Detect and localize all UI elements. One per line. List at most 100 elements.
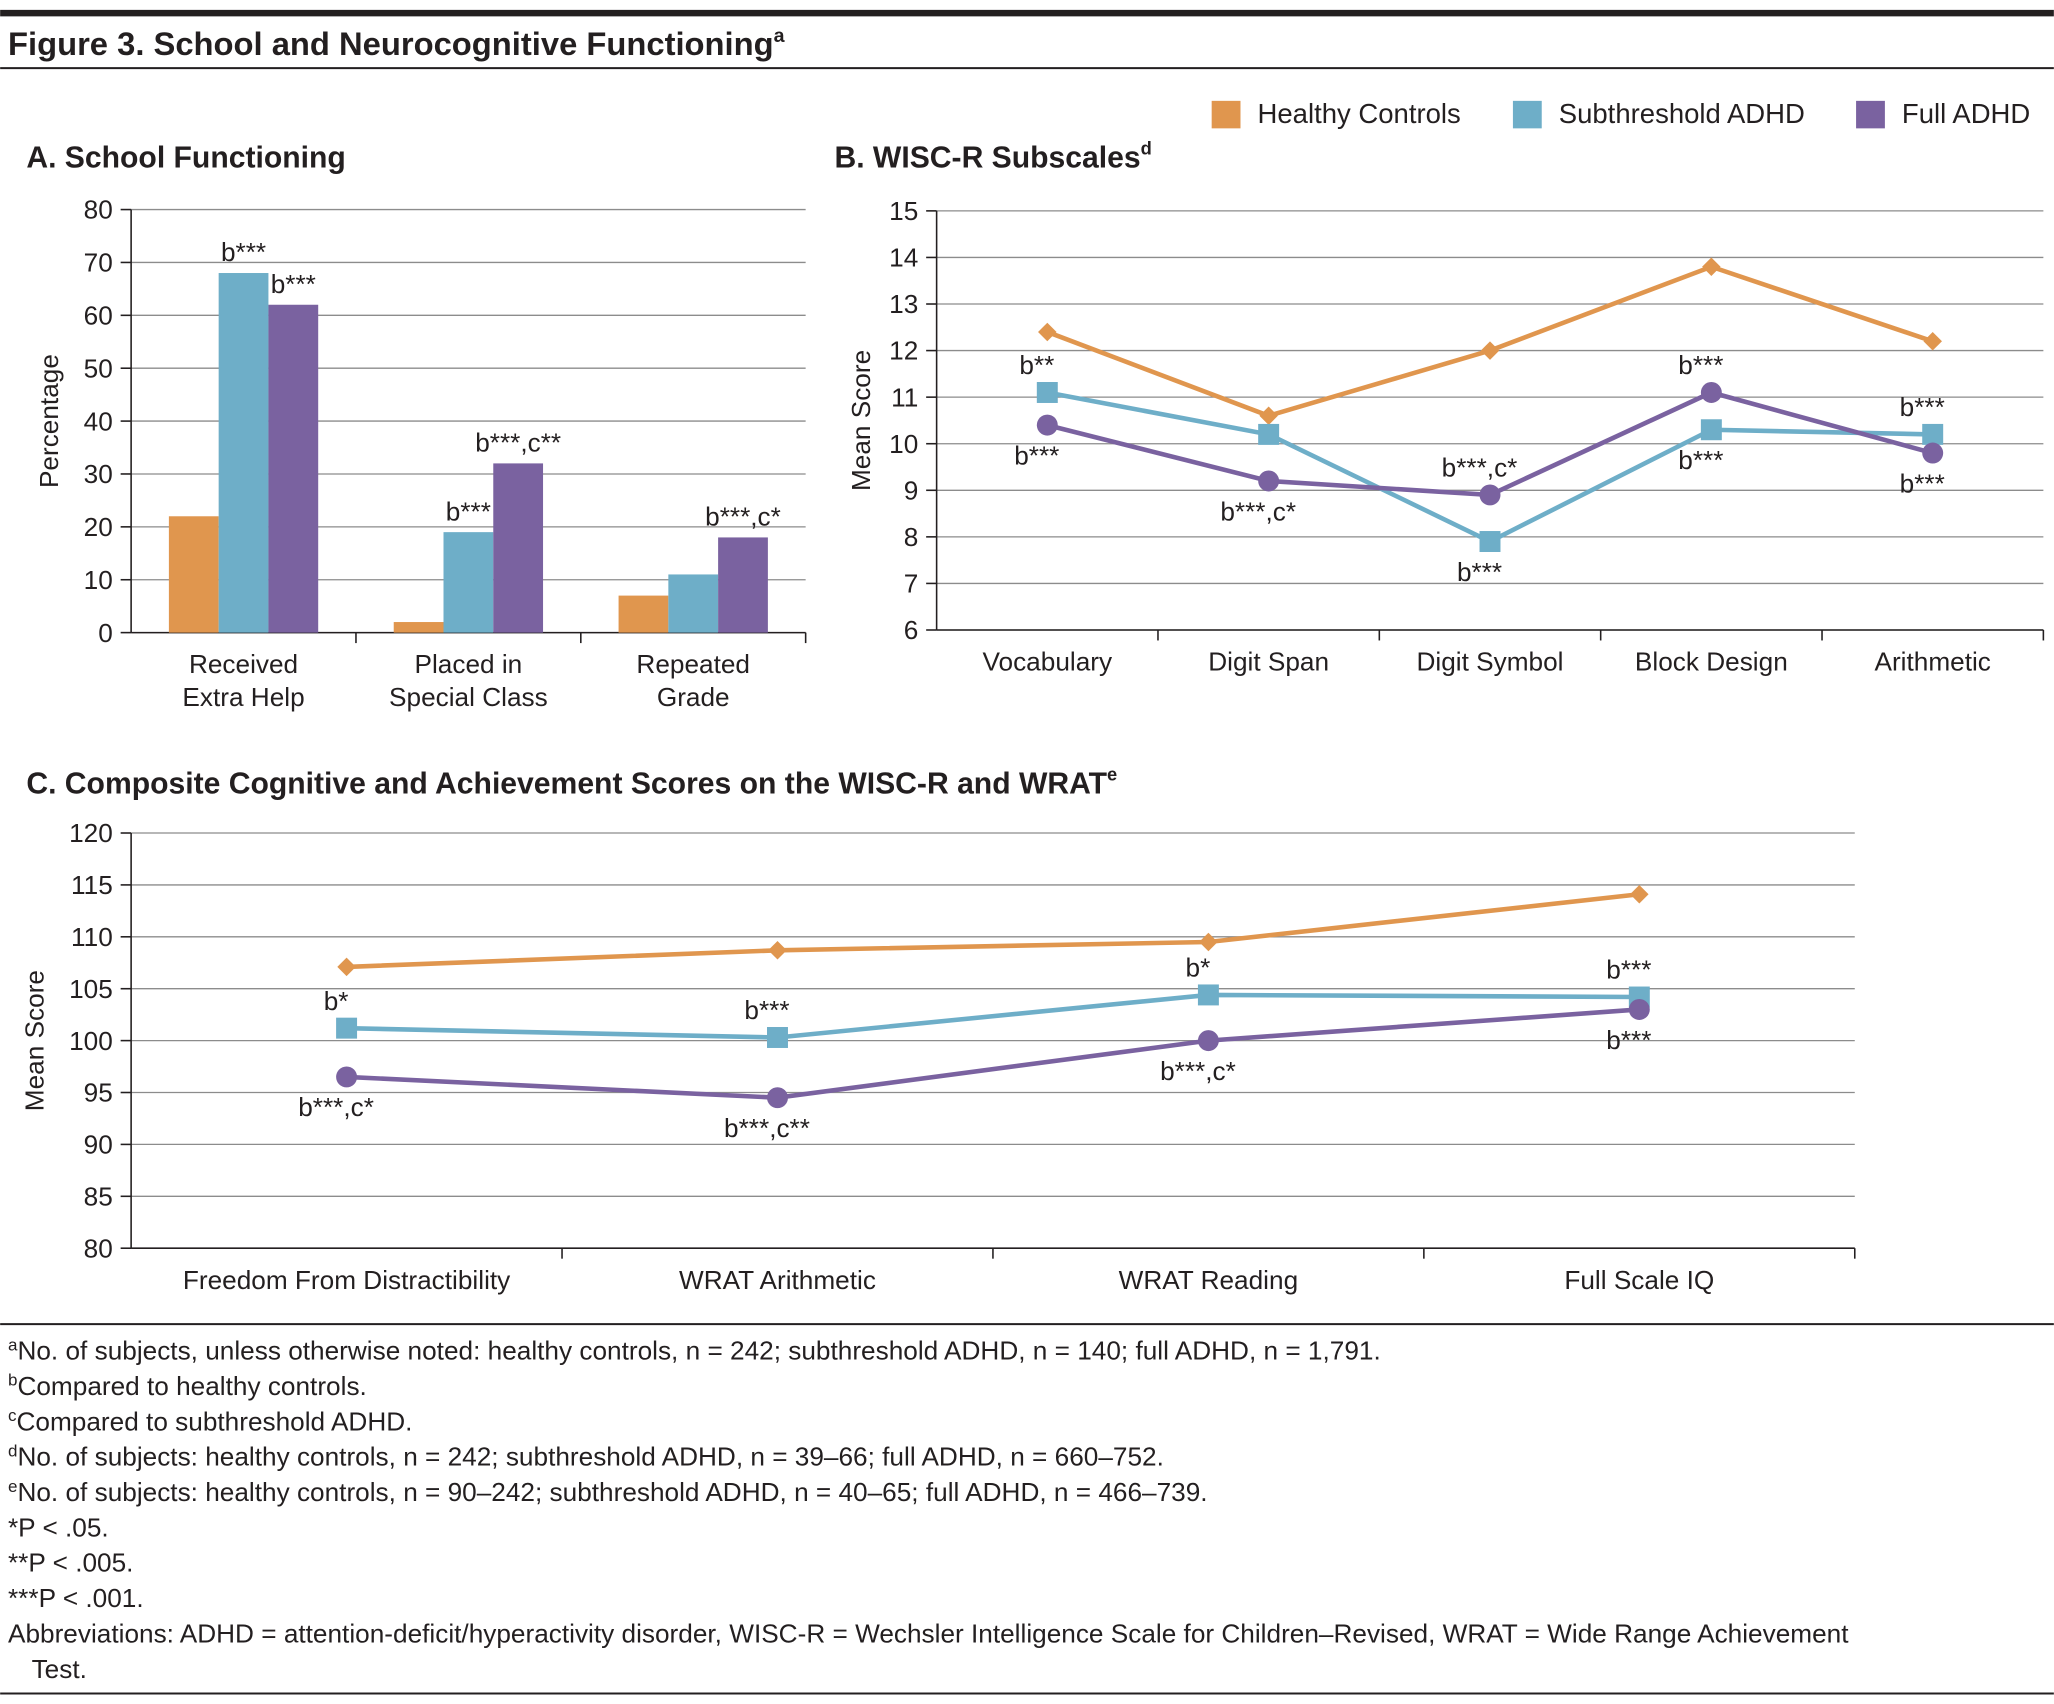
x-tick-label: Placed in xyxy=(415,649,523,679)
x-tick-label: Digit Symbol xyxy=(1417,647,1564,677)
value-label: b* xyxy=(1186,953,1211,983)
footnote-text: ***P < .001. xyxy=(8,1583,144,1613)
marker-square xyxy=(1258,423,1280,445)
y-tick-label: 30 xyxy=(84,459,113,489)
marker-diamond xyxy=(768,941,787,960)
y-tick-label: 40 xyxy=(84,406,113,436)
value-label: b*** xyxy=(744,995,789,1025)
footnote-text: Abbreviations: ADHD = attention-deficit/… xyxy=(8,1618,1849,1648)
value-label: b*** xyxy=(446,496,491,526)
series-line xyxy=(346,1007,1640,1100)
value-label: b* xyxy=(324,986,349,1016)
y-tick-label: 100 xyxy=(69,1026,113,1056)
x-tick-label: Freedom From Distractibility xyxy=(183,1265,511,1295)
y-axis-title: Mean Score xyxy=(846,350,876,491)
marker-circle xyxy=(1922,442,1944,464)
y-tick-label: 85 xyxy=(84,1181,113,1211)
panel-title: B. WISC-R Subscalesd xyxy=(834,138,1151,175)
value-label: b*** xyxy=(271,269,316,299)
x-tick-label: Grade xyxy=(657,682,730,712)
footnote-text: **P < .005. xyxy=(8,1548,133,1578)
bar xyxy=(718,537,768,633)
marker-square xyxy=(1197,984,1219,1006)
y-tick-label: 80 xyxy=(84,195,113,225)
footnote: bCompared to healthy controls. xyxy=(8,1371,367,1401)
series-line xyxy=(1046,264,1934,419)
legend-swatch xyxy=(1211,100,1241,129)
bar xyxy=(168,516,219,633)
marker-diamond xyxy=(1480,341,1500,360)
title-text: Figure 3. School and Neurocognitive Func… xyxy=(8,25,774,62)
series-line xyxy=(346,891,1640,970)
value-label: b*** xyxy=(1900,468,1945,498)
y-tick-label: 115 xyxy=(71,870,113,900)
footnote-mark: e xyxy=(8,1477,17,1496)
marker-diamond xyxy=(1038,322,1057,342)
value-label: b*** xyxy=(1457,557,1502,587)
y-tick-label: 12 xyxy=(889,336,918,366)
y-axis-title: Percentage xyxy=(34,354,64,488)
footnote-text: No. of subjects: healthy controls, n = 2… xyxy=(17,1442,1163,1472)
marker-circle xyxy=(767,1087,788,1109)
y-tick-label: 105 xyxy=(69,974,113,1004)
value-label: b*** xyxy=(1014,440,1059,470)
marker-square xyxy=(1036,382,1058,403)
value-label: b***,c** xyxy=(724,1113,810,1143)
bar xyxy=(618,595,669,633)
legend-label: Subthreshold ADHD xyxy=(1559,98,1805,129)
panel-title-text: C. Composite Cognitive and Achievement S… xyxy=(26,768,1107,801)
value-label: b***,c* xyxy=(1220,496,1296,526)
legend-swatch xyxy=(1856,100,1885,129)
y-tick-label: 50 xyxy=(84,353,113,383)
marker-circle xyxy=(1700,382,1722,403)
footnote: dNo. of subjects: healthy controls, n = … xyxy=(8,1441,1164,1471)
value-label: b*** xyxy=(1678,350,1723,380)
y-tick-label: 90 xyxy=(84,1130,113,1160)
y-tick-label: 0 xyxy=(98,618,113,648)
value-label: b** xyxy=(1019,350,1054,380)
y-tick-label: 120 xyxy=(69,818,113,848)
x-tick-label: Digit Span xyxy=(1208,647,1329,677)
footnote: ***P < .001. xyxy=(8,1583,144,1613)
footnote-mark: c xyxy=(8,1406,17,1425)
x-tick-label: Vocabulary xyxy=(983,647,1113,677)
footnote: Test. xyxy=(32,1654,87,1684)
title-note: a xyxy=(774,25,786,47)
legend-label: Healthy Controls xyxy=(1258,98,1461,129)
y-tick-label: 10 xyxy=(889,429,918,459)
marker-diamond xyxy=(1259,406,1278,426)
x-tick-label: Extra Help xyxy=(182,682,304,712)
value-label: b***,c* xyxy=(1442,453,1518,483)
y-tick-label: 95 xyxy=(84,1078,113,1108)
footnote: aNo. of subjects, unless otherwise noted… xyxy=(8,1335,1381,1365)
footnote-mark: b xyxy=(8,1371,17,1390)
value-label: b***,c* xyxy=(298,1092,374,1122)
bar xyxy=(443,532,494,633)
y-tick-label: 11 xyxy=(891,382,918,412)
value-label: b***,c* xyxy=(1160,1056,1236,1086)
footnote: **P < .005. xyxy=(8,1548,133,1578)
y-tick-label: 20 xyxy=(84,512,113,542)
marker-diamond xyxy=(1630,884,1649,904)
bar xyxy=(268,304,319,633)
footnote: eNo. of subjects: healthy controls, n = … xyxy=(8,1477,1208,1507)
panel-title: A. School Functioning xyxy=(26,142,345,175)
marker-diamond xyxy=(337,957,356,977)
legend-swatch xyxy=(1512,100,1542,129)
series-line xyxy=(346,992,1640,1040)
bar xyxy=(393,622,444,633)
footnote: Abbreviations: ADHD = attention-deficit/… xyxy=(8,1618,1849,1648)
panel-title-text: A. School Functioning xyxy=(26,142,345,175)
bar xyxy=(668,574,719,633)
value-label: b*** xyxy=(1606,1025,1651,1055)
legend-label: Full ADHD xyxy=(1902,98,2030,129)
footnote-text: No. of subjects: healthy controls, n = 9… xyxy=(17,1477,1207,1507)
y-tick-label: 14 xyxy=(889,243,918,273)
footnote: cCompared to subthreshold ADHD. xyxy=(8,1406,412,1436)
marker-circle xyxy=(1197,1030,1219,1052)
figure-title: Figure 3. School and Neurocognitive Func… xyxy=(8,25,786,62)
marker-circle xyxy=(1479,484,1501,506)
y-tick-label: 60 xyxy=(84,300,113,330)
